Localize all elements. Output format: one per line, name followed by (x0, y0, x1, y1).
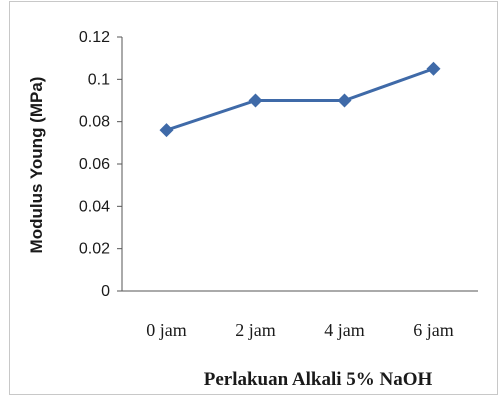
x-tick-label: 2 jam (235, 320, 276, 340)
data-point-marker (337, 93, 352, 108)
x-tick-label: 6 jam (413, 320, 454, 340)
y-tick-label: 0.04 (79, 198, 110, 215)
y-tick-label: 0.12 (79, 29, 110, 46)
series-line (166, 67, 435, 132)
x-tick-label: 4 jam (324, 320, 365, 340)
data-point-marker (426, 61, 441, 76)
y-tick-label: 0.1 (88, 71, 110, 88)
x-tick-label: 0 jam (146, 320, 187, 340)
data-point-marker (159, 123, 174, 138)
data-point-marker (248, 93, 263, 108)
y-tick-label: 0.06 (79, 156, 110, 173)
y-tick-label: 0 (101, 283, 110, 300)
chart-frame (9, 1, 498, 395)
y-axis-label: Modulus Young (MPa) (27, 77, 46, 254)
x-axis-label: Perlakuan Alkali 5% NaOH (204, 369, 433, 390)
y-tick-label: 0.08 (79, 114, 110, 131)
y-tick-label: 0.02 (79, 241, 110, 258)
